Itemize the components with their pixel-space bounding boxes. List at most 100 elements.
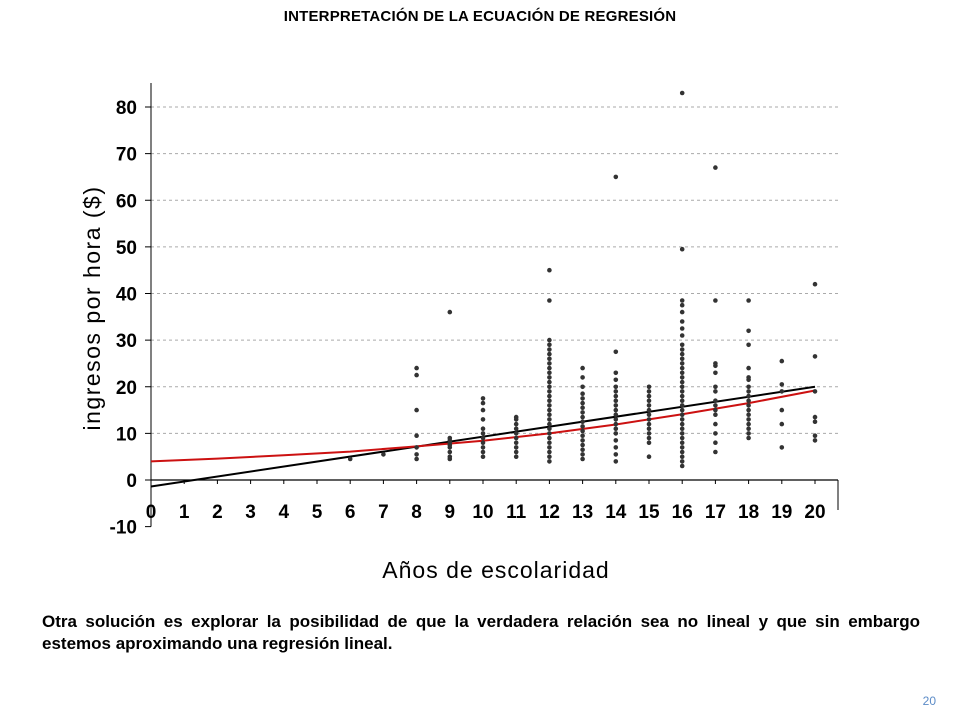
data-point <box>679 463 685 469</box>
data-point <box>414 365 419 371</box>
data-point <box>480 435 486 441</box>
data-point <box>547 421 552 427</box>
data-point <box>713 412 718 418</box>
data-point <box>547 440 552 446</box>
data-point <box>679 347 685 352</box>
data-point <box>679 393 685 399</box>
data-point <box>547 298 552 303</box>
data-point <box>713 298 718 303</box>
data-point <box>580 442 585 448</box>
data-point <box>547 384 552 390</box>
data-point <box>580 410 585 415</box>
data-point <box>613 431 619 436</box>
y-tick-label: 20 <box>116 378 137 399</box>
data-point <box>547 342 552 348</box>
data-point <box>679 454 685 460</box>
data-point <box>713 384 718 390</box>
data-point <box>580 456 585 462</box>
data-point <box>547 337 552 343</box>
data-point <box>746 328 751 334</box>
data-point <box>613 377 619 383</box>
x-tick-label: 5 <box>312 502 323 523</box>
data-point <box>480 407 486 413</box>
data-point <box>547 347 552 352</box>
data-point <box>613 398 619 404</box>
x-tick-label: 2 <box>212 502 223 523</box>
data-point <box>713 421 718 427</box>
data-point <box>646 407 652 413</box>
data-point <box>547 454 552 460</box>
data-point <box>713 403 718 408</box>
data-point <box>480 431 486 436</box>
data-point <box>679 449 685 455</box>
data-point <box>480 426 486 432</box>
data-point <box>679 440 685 446</box>
data-point <box>547 449 552 455</box>
data-point <box>679 370 685 376</box>
data-point <box>513 454 519 460</box>
data-point <box>547 407 552 413</box>
x-tick-label: 16 <box>672 502 693 523</box>
data-point <box>646 431 652 436</box>
data-point <box>547 356 552 362</box>
y-tick-label: -10 <box>110 518 137 539</box>
data-point <box>812 281 818 287</box>
data-point <box>679 407 685 413</box>
data-point <box>547 403 552 408</box>
x-tick-label: 11 <box>506 502 527 523</box>
data-point <box>746 412 751 418</box>
data-point <box>547 426 552 432</box>
data-point <box>679 379 685 385</box>
x-tick-label: 18 <box>738 502 759 523</box>
x-axis-label: Años de escolaridad <box>382 557 609 583</box>
data-point <box>580 384 585 390</box>
x-tick-label: 20 <box>804 502 825 523</box>
data-point <box>679 333 685 338</box>
data-point <box>746 435 751 441</box>
data-point <box>713 370 718 376</box>
data-point <box>547 393 552 399</box>
x-tick-label: 0 <box>146 502 157 523</box>
x-tick-label: 1 <box>179 502 190 523</box>
data-point <box>713 440 718 446</box>
data-point <box>414 372 419 378</box>
data-point <box>414 456 419 462</box>
data-point <box>580 414 585 420</box>
x-tick-label: 19 <box>771 502 792 523</box>
x-tick-label: 7 <box>378 502 389 523</box>
x-tick-label: 3 <box>245 502 256 523</box>
data-point <box>480 440 486 446</box>
data-point <box>547 267 552 273</box>
data-point <box>580 428 585 434</box>
data-point <box>746 431 751 436</box>
data-point <box>613 370 619 376</box>
data-point <box>480 454 486 460</box>
data-point <box>812 354 818 359</box>
data-point <box>679 361 685 366</box>
data-point <box>580 447 585 453</box>
data-point <box>646 384 652 390</box>
data-point <box>580 419 585 425</box>
data-point <box>713 361 718 366</box>
y-tick-label: 0 <box>126 471 137 492</box>
data-point <box>812 414 818 420</box>
data-point <box>646 440 652 446</box>
x-tick-label: 15 <box>638 502 660 523</box>
data-point <box>613 417 619 422</box>
data-point <box>646 426 652 432</box>
x-tick-label: 14 <box>605 502 627 523</box>
data-point <box>746 398 751 404</box>
data-point <box>447 435 453 441</box>
data-point <box>713 398 718 404</box>
data-point <box>679 342 685 348</box>
y-tick-label: 80 <box>116 98 137 119</box>
data-point <box>779 358 785 364</box>
y-tick-label: 60 <box>116 191 137 212</box>
data-point <box>679 412 685 418</box>
y-tick-label: 70 <box>116 145 137 166</box>
slide-caption: Otra solución es explorar la posibilidad… <box>42 612 920 653</box>
data-point <box>580 433 585 439</box>
data-point <box>580 438 585 443</box>
data-point <box>480 449 486 455</box>
data-point <box>713 407 718 413</box>
